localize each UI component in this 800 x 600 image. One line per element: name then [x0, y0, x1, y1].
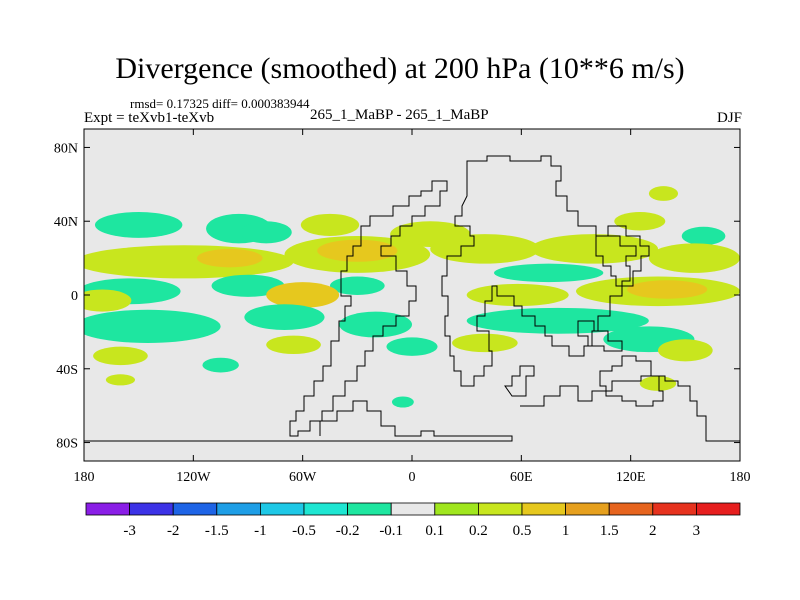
contour-region-19: [84, 289, 132, 312]
x-tick-label: 60W: [289, 470, 317, 485]
colorbar-swatch: [696, 502, 741, 516]
colorbar-label: -0.5: [292, 523, 316, 539]
colorbar-label: -0.2: [336, 523, 360, 539]
colorbar-label: 1: [562, 523, 570, 539]
coastline-antarctica-east: [520, 375, 740, 442]
coastline-antarctica-peninsula: [84, 400, 513, 442]
colorbar-label: 2: [649, 523, 657, 539]
colorbar-label: 0.5: [513, 523, 532, 539]
contour-fill-layer: [84, 186, 740, 408]
colorbar-label: 1.5: [600, 523, 619, 539]
season-label: DJF: [716, 110, 742, 126]
colorbar-label: 0.1: [425, 523, 444, 539]
contour-region-24: [84, 309, 221, 343]
colorbar-swatch: [172, 502, 218, 516]
colorbar-swatch: [259, 502, 305, 516]
coastline-asia-east: [595, 225, 650, 287]
x-tick-label: 120W: [176, 470, 211, 485]
contour-region-13: [530, 234, 658, 264]
contour-region-29: [452, 333, 518, 353]
contour-region-30: [386, 337, 438, 356]
colorbar-swatch: [303, 502, 348, 516]
colorbar-label: 0.2: [469, 523, 488, 539]
experiment-label: Expt = teXvb1-teXvb: [84, 110, 215, 126]
contour-region-2: [240, 221, 292, 244]
contour-region-0: [94, 212, 183, 238]
x-tick-label: 180: [730, 470, 751, 485]
contour-region-36: [391, 396, 414, 408]
contour-region-16: [211, 274, 285, 297]
colorbar-swatch: [477, 502, 523, 516]
contour-region-27: [466, 307, 649, 334]
contour-region-5: [614, 212, 666, 231]
contour-region-32: [93, 346, 148, 366]
contour-region-3: [300, 213, 360, 236]
colorbar-label: -3: [123, 523, 136, 539]
coastline-antarctica-west: [504, 365, 535, 397]
contour-region-18: [494, 263, 604, 283]
coastline-australia: [599, 355, 664, 407]
y-tick-label: 80S: [56, 437, 78, 452]
colorbar-label: -1.5: [205, 523, 229, 539]
colorbar-swatch: [347, 502, 392, 516]
colorbar-swatch: [565, 502, 610, 516]
colorbar-swatch: [434, 502, 479, 516]
y-axis: 80N 40N 0 40S 80S: [54, 141, 740, 452]
contour-region-21: [466, 283, 569, 307]
x-tick-label: 180: [74, 470, 95, 485]
contour-region-11: [317, 239, 398, 262]
colorbar-label: -0.1: [379, 523, 403, 539]
contour-region-26: [339, 311, 412, 338]
colorbar-label: 3: [693, 523, 701, 539]
contour-region-7: [648, 186, 679, 201]
stats-label: rmsd= 0.17325 diff= 0.000383944: [130, 96, 310, 111]
contour-region-20: [266, 282, 340, 308]
contour-region-28: [266, 335, 321, 355]
coastline-layer: [84, 155, 740, 442]
contour-region-17: [330, 276, 385, 295]
colorbar-swatch: [608, 502, 654, 516]
x-tick-label: 0: [409, 470, 416, 485]
contour-region-9: [196, 248, 263, 268]
y-tick-label: 0: [71, 289, 78, 304]
chart-title: Divergence (smoothed) at 200 hPa (10**6 …: [115, 52, 685, 85]
colorbar-swatch: [521, 502, 566, 516]
contour-region-25: [244, 304, 325, 331]
colorbar-label: -1: [254, 523, 267, 539]
coastline-eurasia-africa: [441, 155, 637, 387]
coastline-americas: [289, 180, 448, 437]
colorbar-label: -2: [167, 523, 180, 539]
y-tick-label: 40N: [54, 215, 78, 230]
contour-region-8: [84, 245, 294, 279]
contour-region-6: [681, 226, 726, 246]
contour-region-33: [658, 339, 713, 362]
contour-region-35: [105, 374, 136, 386]
x-axis: 180 120W 60W 0 60E 120E 180: [74, 129, 751, 485]
contour-region-14: [648, 243, 740, 273]
contour-region-34: [202, 357, 239, 373]
x-tick-label: 120E: [616, 470, 646, 485]
coastline-maritime: [577, 320, 623, 352]
colorbar-swatch: [652, 502, 697, 516]
contour-region-37: [639, 376, 677, 391]
cases-label: 265_1_MaBP - 265_1_MaBP: [310, 107, 489, 123]
x-tick-label: 60E: [510, 470, 533, 485]
y-tick-label: 40S: [56, 363, 78, 378]
colorbar-swatch: [216, 502, 261, 516]
colorbar-swatch: [129, 502, 174, 516]
colorbar-swatch: [85, 502, 130, 516]
colorbar-swatch: [390, 502, 436, 516]
contour-region-23: [627, 280, 708, 299]
y-tick-label: 80N: [54, 141, 78, 156]
colorbar: -3 -2 -1.5 -1 -0.5 -0.2 -0.1 0.1 0.2 0.5 1 1.5 2 3: [85, 502, 741, 539]
